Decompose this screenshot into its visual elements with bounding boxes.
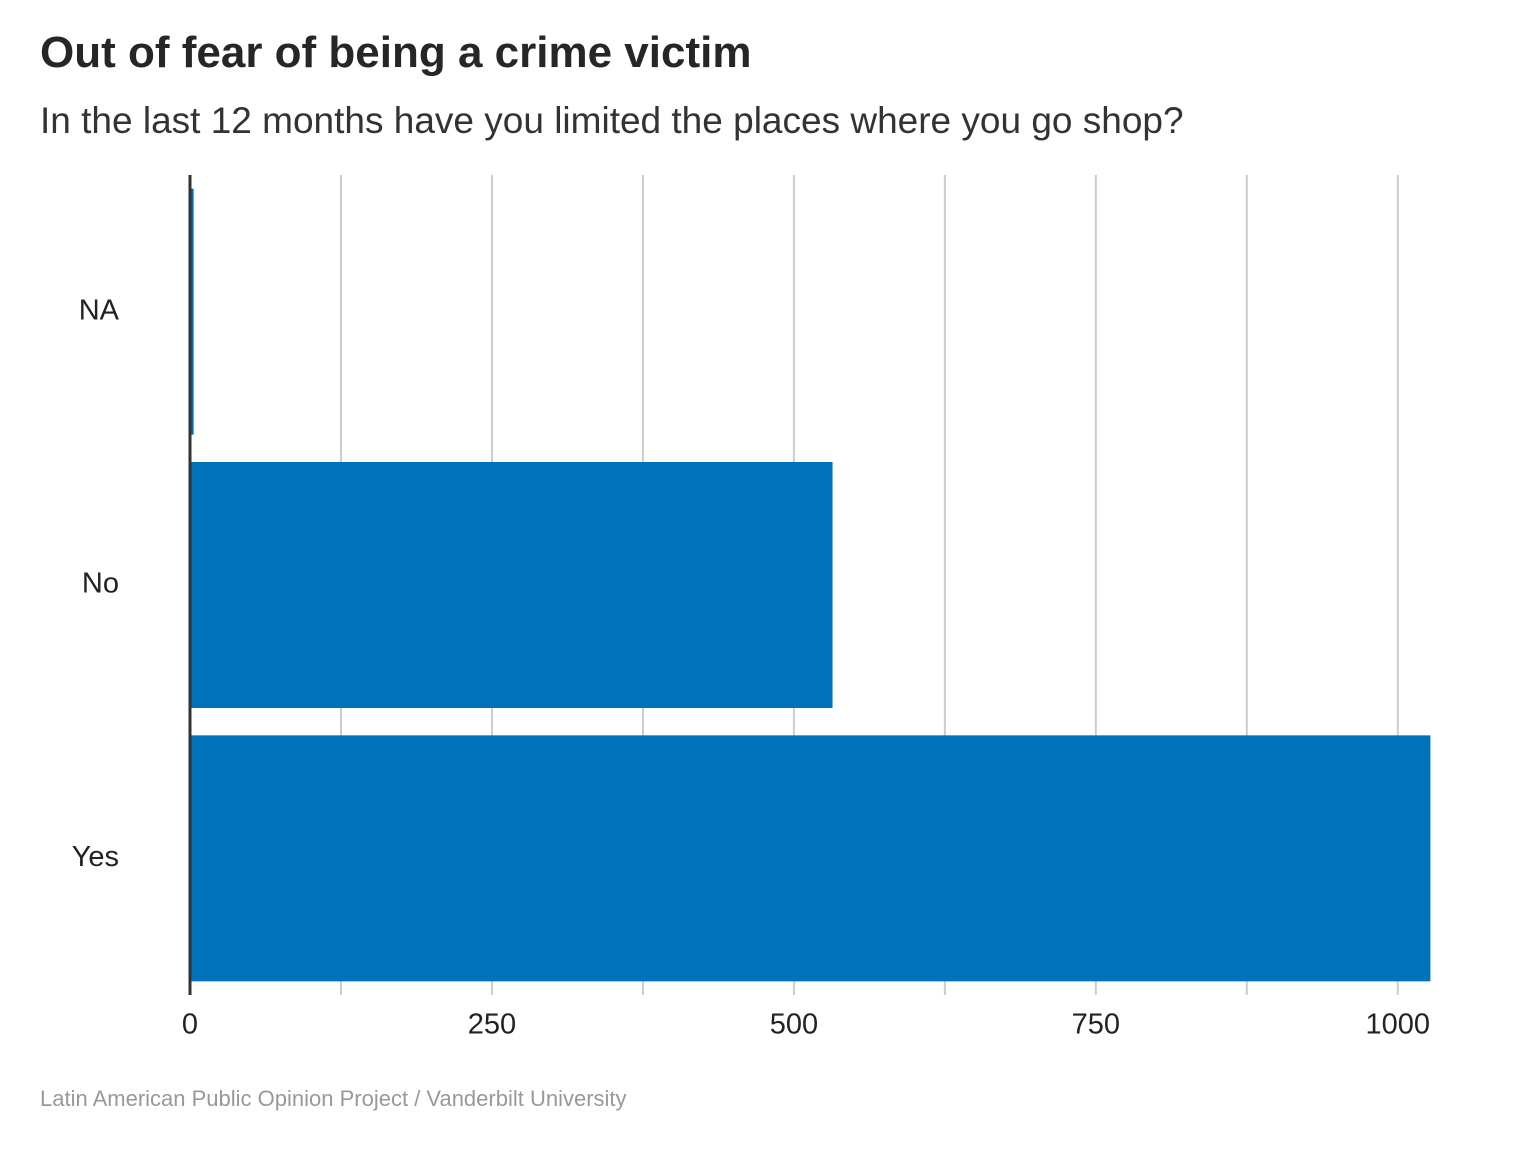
category-label-yes: Yes: [72, 841, 119, 873]
bar-yes: [190, 735, 1431, 982]
x-tick-label: 0: [182, 1009, 198, 1041]
x-tick-label: 1000: [1366, 1009, 1431, 1041]
x-tick-label: 250: [468, 1009, 516, 1041]
category-labels: NA No Yes: [72, 294, 120, 873]
x-tick-label: 500: [770, 1009, 818, 1041]
chart-subtitle: In the last 12 months have you limited t…: [40, 100, 1184, 141]
x-tick-label: 750: [1072, 1009, 1120, 1041]
category-label-no: No: [82, 568, 119, 600]
bars: [190, 188, 1431, 982]
category-label-na: NA: [79, 294, 120, 326]
bar-no: [190, 462, 833, 708]
bar-na: [190, 188, 194, 435]
x-tick-labels: 0 250 500 750 1000: [182, 1009, 1430, 1041]
chart-title: Out of fear of being a crime victim: [40, 28, 752, 77]
source-caption: Latin American Public Opinion Project / …: [40, 1086, 627, 1111]
